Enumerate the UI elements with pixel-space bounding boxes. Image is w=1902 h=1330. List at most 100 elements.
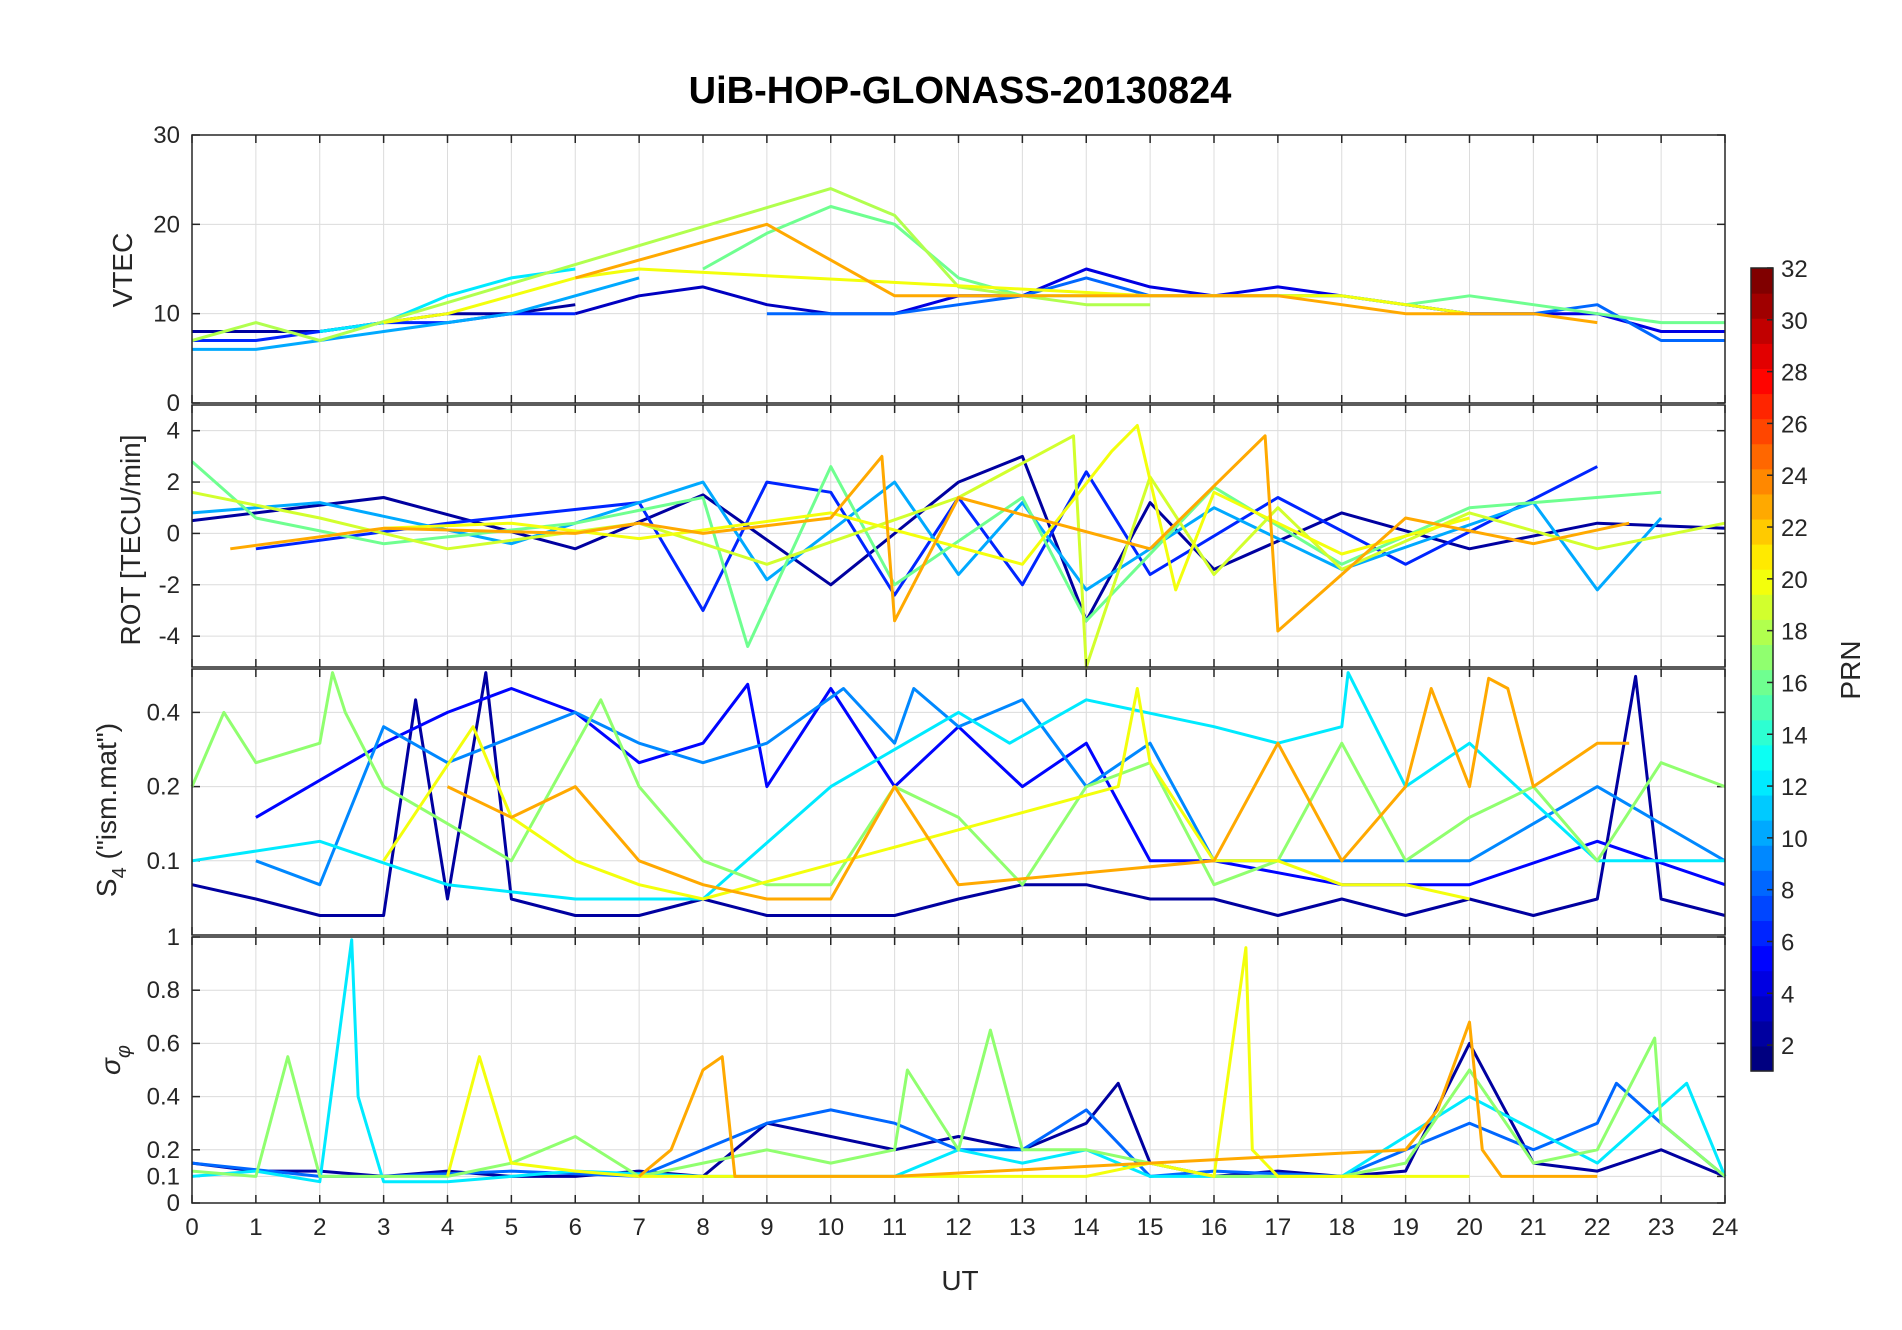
colorbar-segment	[1751, 468, 1773, 495]
colorbar-segment	[1751, 1020, 1773, 1047]
colorbar-tick-label: 16	[1781, 670, 1808, 697]
y-tick-label: 0	[167, 390, 180, 417]
colorbar-segment	[1751, 895, 1773, 922]
series-line-prn-23	[638, 1020, 1598, 1178]
y-tick-label: 0	[167, 520, 180, 547]
colorbar-segment	[1751, 518, 1773, 545]
colorbar-segment	[1751, 544, 1773, 570]
series-line-prn-23	[230, 434, 1630, 633]
y-tick-label: 0.2	[147, 774, 180, 801]
x-tick-label: 4	[441, 1214, 454, 1241]
sigma-ylabel-main: σ	[95, 1057, 126, 1075]
y-tick-label: 0.8	[147, 977, 180, 1004]
colorbar-segment	[1751, 920, 1773, 947]
series-line-prn-2	[191, 671, 1726, 917]
colorbar-tick-label: 18	[1781, 619, 1808, 646]
series-line-prn-23	[446, 676, 1630, 901]
colorbar-tick-label: 28	[1781, 360, 1808, 387]
series-line-prn-12	[319, 267, 576, 333]
x-tick-label: 17	[1265, 1214, 1292, 1241]
x-tick-label: 24	[1712, 1214, 1739, 1241]
axes-frame	[191, 668, 1726, 936]
series-line-prn-23	[574, 222, 1598, 325]
colorbar-segment	[1751, 794, 1773, 821]
colorbar-segment	[1751, 970, 1773, 997]
colorbar-segment	[1751, 769, 1773, 796]
colorbar-frame	[1750, 267, 1774, 1072]
x-tick-label: 12	[945, 1214, 972, 1241]
x-tick-label: 21	[1520, 1214, 1547, 1241]
y-tick-label: 0.4	[147, 699, 180, 726]
axes-frame	[191, 404, 1726, 668]
x-tick-label: 15	[1137, 1214, 1164, 1241]
colorbar-tick-label: 10	[1781, 826, 1808, 853]
series-line-prn-20	[383, 424, 1470, 592]
colorbar-tick-label: 20	[1781, 567, 1808, 594]
y-tick-label: 30	[153, 122, 180, 149]
colorbar-tick-label: 26	[1781, 411, 1808, 438]
x-tick-label: 10	[817, 1214, 844, 1241]
s4-ylabel: S4 ("ism.mat")	[91, 723, 131, 897]
series-line-prn-20	[446, 946, 1470, 1178]
y-tick-label: 0	[167, 1190, 180, 1217]
y-tick-label: 0.2	[147, 1137, 180, 1164]
colorbar-tick-label: 8	[1781, 878, 1794, 905]
sigma-phi-ylabel: σφ	[95, 1045, 135, 1075]
y-tick-label: 1	[167, 924, 180, 951]
colorbar-segment	[1751, 268, 1773, 294]
x-tick-label: 19	[1392, 1214, 1419, 1241]
colorbar-tick-label: 24	[1781, 463, 1808, 490]
vtec-ylabel: VTEC	[107, 233, 138, 308]
sigma-ylabel-sub: φ	[113, 1045, 135, 1058]
colorbar-label: PRN	[1835, 640, 1866, 699]
x-tick-label: 13	[1009, 1214, 1036, 1241]
y-tick-label: -4	[159, 623, 180, 650]
colorbar-segment	[1751, 318, 1773, 344]
x-tick-label: 5	[505, 1214, 518, 1241]
colorbar-segment	[1751, 644, 1773, 671]
colorbar-segment	[1751, 443, 1773, 470]
colorbar-tick-label: 6	[1781, 929, 1794, 956]
colorbar-tick-label: 2	[1781, 1033, 1794, 1060]
y-tick-label: 0.6	[147, 1030, 180, 1057]
y-tick-label: 20	[153, 211, 180, 238]
colorbar-segment	[1751, 1045, 1773, 1072]
x-tick-label: 6	[569, 1214, 582, 1241]
x-tick-label: 7	[632, 1214, 645, 1241]
x-tick-label: 20	[1456, 1214, 1483, 1241]
y-tick-label: 0.4	[147, 1084, 180, 1111]
colorbar-tick-label: 22	[1781, 515, 1808, 542]
x-tick-label: 22	[1584, 1214, 1611, 1241]
axes-frame	[191, 134, 1726, 404]
x-tick-label: 3	[377, 1214, 390, 1241]
x-tick-label: 9	[760, 1214, 773, 1241]
x-tick-label: 0	[185, 1214, 198, 1241]
colorbar-segment	[1751, 293, 1773, 319]
series-line-prn-5	[255, 682, 1726, 887]
y-tick-label: -2	[159, 572, 180, 599]
colorbar-segment	[1751, 945, 1773, 972]
s4-panel: 0.1 0.2 0.4	[147, 668, 1726, 936]
y-tick-label: 10	[153, 301, 180, 328]
colorbar-tick-label: 14	[1781, 722, 1808, 749]
s4-ylabel-main: S	[91, 878, 122, 897]
x-tick-label: 14	[1073, 1214, 1100, 1241]
colorbar-tick-label: 30	[1781, 308, 1808, 335]
s4-ylabel-rest: ("ism.mat")	[91, 723, 122, 867]
colorbar-segment	[1751, 719, 1773, 746]
y-tick-label: 0.1	[147, 1163, 180, 1190]
colorbar-segment	[1751, 393, 1773, 420]
colorbar-tick-label: 32	[1781, 256, 1808, 283]
x-tick-label: 1	[249, 1214, 262, 1241]
colorbar-segment	[1751, 619, 1773, 645]
series-line-prn-10	[192, 276, 640, 351]
colorbar-segment	[1751, 493, 1773, 520]
colorbar-segment	[1751, 418, 1773, 445]
colorbar-segment	[1751, 820, 1773, 846]
vtec-panel: 0 10 20 30	[153, 122, 1726, 417]
x-tick-label: 8	[696, 1214, 709, 1241]
colorbar-segment	[1751, 694, 1773, 721]
rot-panel: -4 -2 0 2 4	[159, 404, 1726, 669]
s4-ylabel-sub: 4	[109, 867, 131, 878]
